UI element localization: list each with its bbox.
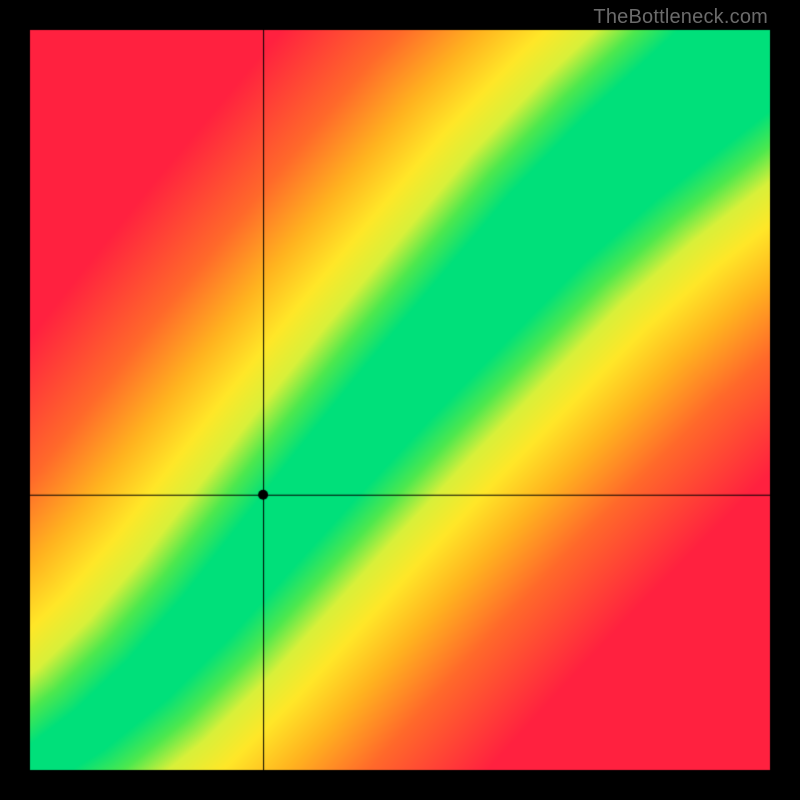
watermark-text: TheBottleneck.com [593,6,768,29]
bottleneck-heatmap [0,0,800,800]
chart-container: TheBottleneck.com [0,0,800,800]
